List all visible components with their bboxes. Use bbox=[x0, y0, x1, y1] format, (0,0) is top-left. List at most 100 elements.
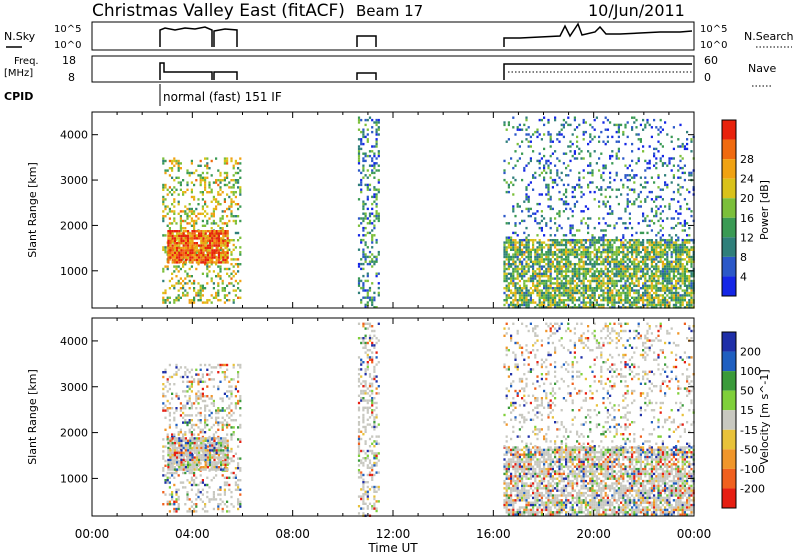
scatter-cell bbox=[191, 458, 194, 462]
scatter-cell bbox=[534, 219, 537, 223]
scatter-cell bbox=[670, 291, 673, 295]
scatter-cell bbox=[375, 133, 378, 136]
scatter-cell bbox=[510, 296, 513, 299]
scatter-cell bbox=[679, 284, 682, 287]
scatter-cell bbox=[666, 275, 669, 278]
scatter-cell bbox=[527, 248, 530, 251]
scatter-cell bbox=[525, 248, 528, 251]
scatter-cell bbox=[182, 246, 185, 250]
scatter-cell bbox=[529, 291, 532, 295]
scatter-cell bbox=[562, 299, 565, 302]
scatter-cell bbox=[677, 138, 680, 141]
scatter-cell bbox=[681, 166, 684, 170]
scatter-cell bbox=[219, 171, 222, 175]
scatter-cell bbox=[234, 476, 237, 479]
scatter-cell bbox=[190, 265, 193, 268]
scatter-cell bbox=[366, 176, 369, 179]
scatter-cell bbox=[188, 385, 191, 388]
scatter-cell bbox=[600, 188, 603, 191]
scatter-cell bbox=[567, 258, 570, 261]
scatter-cell bbox=[536, 251, 539, 254]
scatter-cell bbox=[540, 260, 543, 263]
scatter-cell bbox=[195, 249, 198, 252]
scatter-cell bbox=[584, 222, 587, 225]
scatter-cell bbox=[226, 183, 229, 187]
scatter-cell bbox=[642, 214, 645, 218]
scatter-cell bbox=[221, 179, 224, 182]
scatter-cell bbox=[538, 270, 541, 273]
scatter-cell bbox=[195, 423, 198, 427]
scatter-cell bbox=[366, 296, 369, 299]
scatter-cell bbox=[201, 179, 204, 182]
scatter-cell bbox=[604, 243, 607, 247]
scatter-cell bbox=[613, 241, 616, 244]
scatter-cell bbox=[622, 270, 625, 273]
scatter-cell bbox=[375, 255, 378, 259]
scatter-cell bbox=[615, 279, 618, 283]
scatter-cell bbox=[222, 242, 225, 245]
scatter-cell bbox=[171, 463, 174, 466]
scatter-cell bbox=[646, 246, 649, 249]
scatter-cell bbox=[230, 251, 233, 254]
scatter-cell bbox=[580, 291, 583, 295]
scatter-cell bbox=[201, 395, 204, 398]
scatter-cell bbox=[206, 445, 209, 448]
scatter-cell bbox=[204, 395, 207, 398]
scatter-cell bbox=[670, 263, 673, 266]
colorbar-frame bbox=[721, 119, 737, 297]
scatter-cell bbox=[690, 210, 693, 213]
scatter-cell bbox=[609, 277, 612, 280]
scatter-cell bbox=[646, 267, 649, 271]
scatter-cell bbox=[529, 255, 532, 259]
scatter-cell bbox=[613, 251, 616, 254]
scatter-cell bbox=[217, 421, 220, 424]
scatter-cell bbox=[560, 253, 563, 256]
scatter-cell bbox=[657, 294, 660, 297]
scatter-cell bbox=[184, 270, 187, 273]
scatter-cell bbox=[195, 510, 198, 513]
scatter-cell bbox=[217, 261, 220, 264]
scatter-cell bbox=[188, 421, 191, 424]
scatter-cell bbox=[565, 121, 568, 124]
scatter-cell bbox=[188, 267, 191, 271]
scatter-cell bbox=[510, 279, 513, 283]
colorbar-segment bbox=[722, 217, 736, 238]
scatter-cell bbox=[549, 265, 552, 268]
scatter-cell bbox=[168, 363, 171, 367]
scatter-cell bbox=[191, 466, 194, 469]
scatter-cell bbox=[567, 174, 570, 177]
scatter-cell bbox=[184, 212, 187, 215]
scatter-cell bbox=[189, 256, 192, 259]
scatter-cell bbox=[534, 176, 537, 179]
scatter-cell bbox=[523, 275, 526, 278]
scatter-cell bbox=[514, 224, 517, 227]
scatter-cell bbox=[357, 291, 361, 295]
scatter-cell bbox=[223, 493, 226, 496]
scatter-cell bbox=[184, 503, 187, 506]
scatter-cell bbox=[204, 261, 207, 264]
scatter-cell bbox=[198, 256, 201, 259]
scatter-cell bbox=[201, 488, 204, 491]
scatter-cell bbox=[217, 507, 220, 511]
scatter-cell bbox=[237, 402, 240, 405]
scatter-cell bbox=[683, 251, 686, 254]
scatter-cell bbox=[609, 289, 612, 292]
scatter-cell bbox=[217, 193, 220, 196]
scatter-cell bbox=[512, 270, 515, 273]
scatter-cell bbox=[664, 162, 667, 165]
scatter-cell bbox=[569, 282, 572, 285]
scatter-cell bbox=[672, 246, 675, 249]
scatter-cell bbox=[549, 258, 552, 261]
scatter-cell bbox=[551, 243, 554, 247]
scatter-cell bbox=[525, 246, 528, 249]
scatter-cell bbox=[635, 296, 638, 299]
scatter-cell bbox=[199, 428, 202, 431]
scatter-cell bbox=[357, 198, 361, 201]
scatter-cell bbox=[650, 265, 653, 268]
scatter-cell bbox=[655, 251, 658, 254]
scatter-cell bbox=[688, 303, 691, 307]
colorbar-tick-label: 16 bbox=[740, 212, 754, 225]
scatter-cell bbox=[206, 263, 209, 266]
scatter-cell bbox=[624, 275, 627, 278]
scatter-cell bbox=[162, 387, 165, 391]
